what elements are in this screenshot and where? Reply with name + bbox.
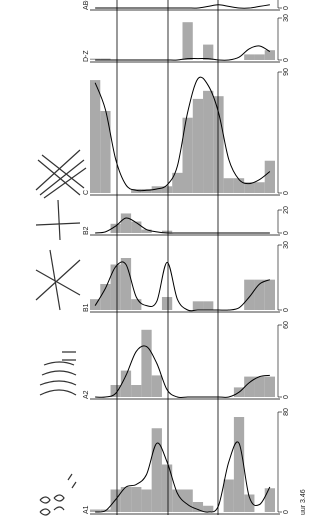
bar — [131, 221, 142, 233]
bar — [141, 229, 152, 233]
bar — [131, 487, 142, 512]
bar — [203, 505, 214, 512]
panel-label: C — [83, 190, 90, 195]
bar — [100, 284, 111, 310]
bar — [100, 110, 111, 193]
sketch-icons — [35, 149, 87, 516]
bar — [120, 213, 132, 233]
bar — [141, 188, 152, 193]
bar — [151, 375, 162, 397]
bar — [203, 90, 214, 193]
icon-a1 — [39, 473, 77, 516]
y-tick-label: 0 — [283, 395, 290, 399]
bar — [131, 188, 142, 193]
panel-label: A1 — [83, 505, 90, 514]
panel-label: AB-V — [83, 0, 90, 10]
bar — [110, 223, 121, 233]
bar — [141, 329, 152, 397]
bar — [244, 279, 255, 310]
y-tick-label: 30 — [283, 14, 290, 22]
density-curve — [95, 441, 271, 513]
bar — [141, 489, 152, 512]
density-curve — [94, 76, 271, 192]
y-tick-label: 60 — [283, 321, 290, 329]
y-tick-label: 80 — [283, 408, 290, 416]
bar — [120, 370, 132, 397]
y-tick-label: 30 — [283, 241, 290, 249]
density-curve — [95, 4, 270, 9]
y-tick-label: 0 — [283, 510, 290, 514]
bar — [110, 264, 121, 310]
y-tick-label: 0 — [283, 231, 290, 235]
icon-a2 — [39, 351, 77, 396]
bar — [233, 417, 245, 512]
panel-label: B2 — [83, 226, 90, 235]
bar — [131, 385, 142, 397]
bar — [120, 487, 132, 512]
bar — [244, 54, 255, 60]
y-tick-label: 0 — [283, 6, 290, 10]
bar — [110, 385, 121, 397]
panel-label: D-Z — [83, 50, 90, 62]
bar — [192, 98, 204, 193]
bar — [182, 22, 193, 60]
bar — [244, 376, 255, 397]
bar — [161, 230, 173, 233]
bar — [203, 301, 214, 310]
bar — [203, 44, 214, 60]
bar — [264, 279, 275, 310]
y-tick-label: 90 — [283, 68, 290, 76]
y-tick-label: 0 — [283, 308, 290, 312]
bar — [161, 186, 173, 193]
density-curve — [95, 217, 270, 234]
bar — [90, 80, 101, 193]
caption: uur 3.46 — [300, 489, 307, 515]
bar — [90, 58, 101, 60]
bar — [161, 297, 173, 310]
bar — [264, 160, 275, 193]
density-curve — [94, 261, 271, 312]
density-curve — [95, 45, 271, 61]
y-tick-label: 20 — [283, 206, 290, 214]
bar — [264, 50, 275, 60]
bar — [131, 299, 142, 310]
bar — [182, 489, 193, 512]
icon-b1 — [35, 249, 81, 311]
bar — [151, 186, 162, 193]
bar — [213, 96, 224, 193]
icon-c — [35, 149, 87, 199]
y-tick-label: 0 — [283, 58, 290, 62]
bar — [172, 172, 183, 193]
bar — [90, 509, 101, 512]
bar — [192, 301, 204, 310]
panel-label: B1 — [83, 303, 90, 312]
y-tick-label: 0 — [283, 191, 290, 195]
bar — [223, 479, 234, 512]
bar — [254, 54, 265, 60]
bar — [172, 489, 183, 512]
bar — [100, 58, 111, 60]
bar — [110, 489, 121, 512]
bar — [254, 279, 265, 310]
bar — [233, 178, 245, 193]
bar — [182, 117, 193, 193]
bar — [254, 376, 265, 397]
density-curve — [95, 345, 270, 399]
bar — [264, 376, 275, 397]
bar — [192, 502, 204, 512]
bar — [223, 178, 234, 193]
bar — [151, 428, 162, 512]
bar — [264, 488, 275, 512]
bar — [120, 258, 132, 310]
bar — [244, 182, 255, 193]
icon-b2 — [35, 199, 81, 241]
bar — [90, 299, 101, 310]
bar — [161, 464, 173, 512]
bar — [244, 494, 255, 512]
panel-label: A2 — [83, 390, 90, 399]
bar — [254, 182, 265, 193]
